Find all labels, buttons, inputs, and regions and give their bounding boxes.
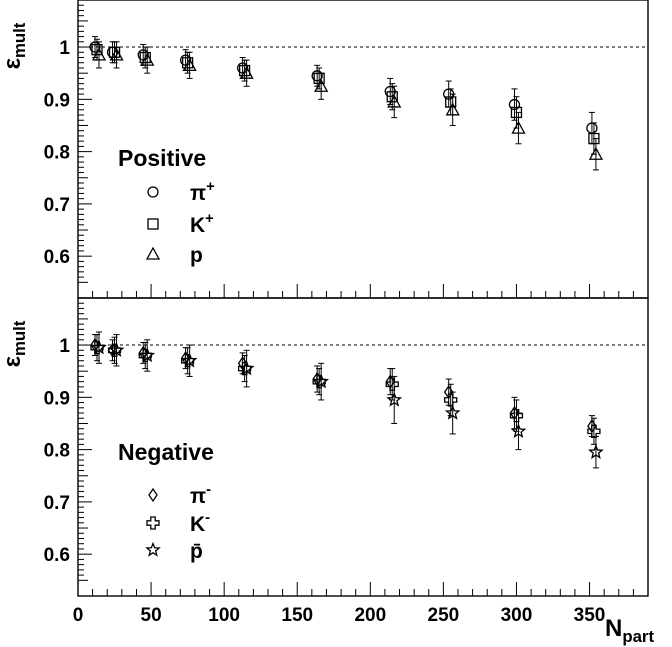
legend-entry: K- [190,510,210,536]
data-point-square [386,91,398,103]
data-point-square [181,57,194,69]
series-1 [91,38,600,155]
legend-marker-circle [147,186,159,198]
data-point-star [313,373,330,389]
data-point-triangle [109,47,124,61]
series-2 [91,331,604,469]
y-axis-label: εmult [0,22,29,69]
y-tick-label: 0.9 [44,388,70,409]
y-tick-label: 0.6 [44,545,70,566]
x-tick-label: 350 [574,605,606,626]
legend-marker-cross [146,516,160,530]
y-tick-label: 0.6 [44,247,70,268]
x-tick-label: 0 [73,605,84,626]
panel-top: 0.6 0.7 0.8 0.9 1 εmult Positive π+ K+ p [0,0,649,299]
data-point-triangle [91,47,107,61]
legend-title: Negative [118,439,214,465]
data-point-diamond [587,418,597,434]
data-point-star [91,339,107,355]
y-tick-label: 0.7 [44,195,70,216]
legend-entry: p̄ [190,540,203,563]
data-point-square [139,51,151,64]
data-point-star [139,347,156,363]
legend-marker-triangle [145,246,161,260]
x-tick-label: 150 [281,605,313,626]
data-point-star [588,443,604,459]
data-point-star [386,391,403,407]
data-point-square [91,44,103,56]
legend-entry: p [190,244,203,267]
series-0 [90,334,597,438]
data-point-triangle [182,57,197,72]
data-point-circle [89,41,101,53]
data-point-star [510,423,527,439]
x-tick-label: 50 [141,605,162,626]
legend-marker-square [147,218,159,230]
legend-title: Positive [118,145,206,171]
data-point-star [444,404,461,420]
data-point-diamond [237,356,248,371]
x-tick-label: 200 [354,605,386,626]
data-point-triangle [511,120,526,134]
x-tick-label: 250 [428,605,460,626]
data-point-triangle [445,102,460,116]
data-point-triangle [239,65,254,79]
x-tick-label: 100 [208,605,240,626]
x-tick-label: 300 [501,605,533,626]
y-tick-label: 1 [59,336,70,357]
legend-marker-star [145,541,161,557]
data-point-square [108,46,121,58]
data-point-triangle [588,146,604,160]
data-point-triangle [140,52,155,66]
data-point-triangle [387,94,402,108]
series-2 [91,41,604,171]
panel-bottom: 0.6 0.7 0.8 0.9 1 εmult Negative π-K-p̄ 0 50 100 15… [0,297,654,646]
y-axis-label: εmult [0,320,29,367]
y-tick-label: 0.7 [44,493,70,514]
plot-frame [77,297,649,597]
legend-entry: π- [190,482,211,508]
legend-entry: π+ [190,179,215,205]
y-tick-label: 0.8 [44,143,70,164]
data-point-triangle [314,78,329,92]
y-tick-label: 0.9 [44,90,70,111]
data-point-circle [311,70,323,82]
data-point-star [238,360,255,376]
y-tick-label: 1 [59,38,70,59]
legend-entry: K+ [190,211,214,237]
data-point-star [108,341,125,357]
y-tick-label: 0.8 [44,441,70,462]
data-point-star [181,352,198,368]
series-1 [90,334,601,445]
data-point-circle [508,98,521,111]
legend-marker-diamond [148,487,158,503]
data-point-square [238,64,251,77]
x-axis-label: Npart [605,615,654,646]
